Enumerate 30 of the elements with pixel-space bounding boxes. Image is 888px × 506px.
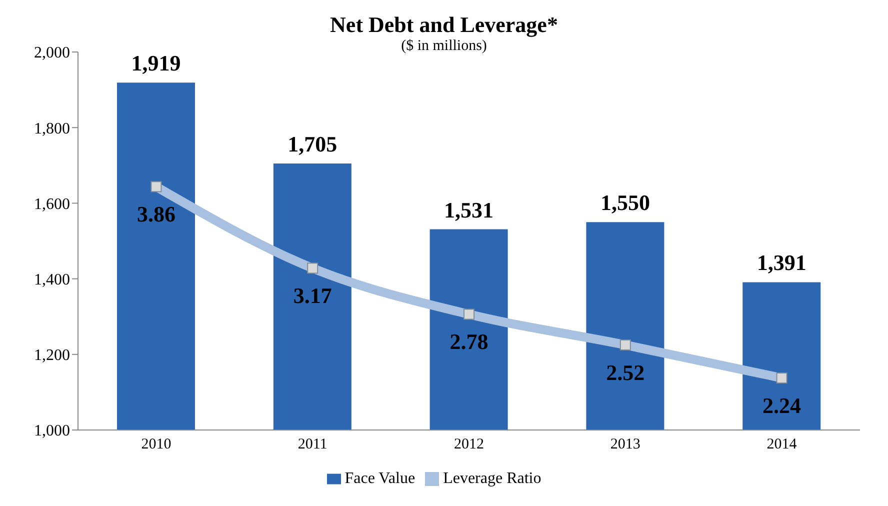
- legend-label: Leverage Ratio: [443, 470, 542, 487]
- data-label: 2.52: [606, 360, 645, 385]
- point: [464, 308, 474, 320]
- x-tick-label: 2014: [766, 436, 798, 453]
- data-label: 1,705: [288, 132, 338, 157]
- point: [776, 372, 788, 384]
- data-label: 3.86: [136, 202, 176, 227]
- data-label: 3.17: [293, 283, 332, 308]
- y-tick-label: 2,000: [34, 44, 70, 62]
- y-tick-label: 1,200: [34, 347, 70, 364]
- data-label: 1,531: [444, 197, 494, 222]
- data-label: 1,391: [756, 250, 806, 276]
- x-tick-label: 2011: [298, 436, 328, 453]
- point: [620, 339, 631, 350]
- y-tick-label: 1,800: [34, 120, 70, 138]
- x-tick-label: 2013: [610, 436, 640, 453]
- y-tick-label: 1,400: [34, 271, 70, 288]
- y-tick-label: 1,600: [34, 196, 70, 213]
- chart-subtitle: ($ in millions): [401, 38, 487, 54]
- data-label: 1,919: [131, 50, 181, 76]
- legend-label: Face Value: [344, 470, 416, 487]
- data-label: 1,550: [600, 190, 650, 216]
- x-tick-label: 2010: [141, 436, 172, 453]
- data-label: 2.78: [450, 329, 488, 354]
- point: [150, 181, 162, 192]
- point: [307, 262, 318, 274]
- chart-title: Net Debt and Leverage*: [329, 12, 559, 38]
- data-label: 2.24: [762, 393, 802, 418]
- y-tick-label: 1,000: [34, 422, 70, 440]
- x-tick-label: 2012: [454, 436, 484, 453]
